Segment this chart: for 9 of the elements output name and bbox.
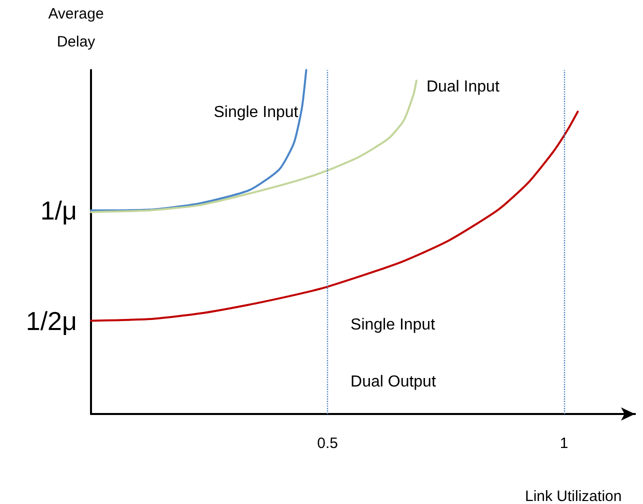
- x-axis-title: Link Utilization: [525, 488, 622, 504]
- series-label: Single Input: [214, 104, 299, 121]
- annotation: 1/2μ: [26, 306, 77, 336]
- x-tick-label: 1: [560, 435, 568, 452]
- x-tick-label: 0.5: [317, 435, 338, 452]
- annotation: 1/μ: [40, 195, 77, 226]
- y-axis-title: Average Delay: [48, 6, 104, 50]
- text: Single Input Dual Output: [350, 316, 436, 391]
- series-label: Dual Input: [426, 78, 500, 96]
